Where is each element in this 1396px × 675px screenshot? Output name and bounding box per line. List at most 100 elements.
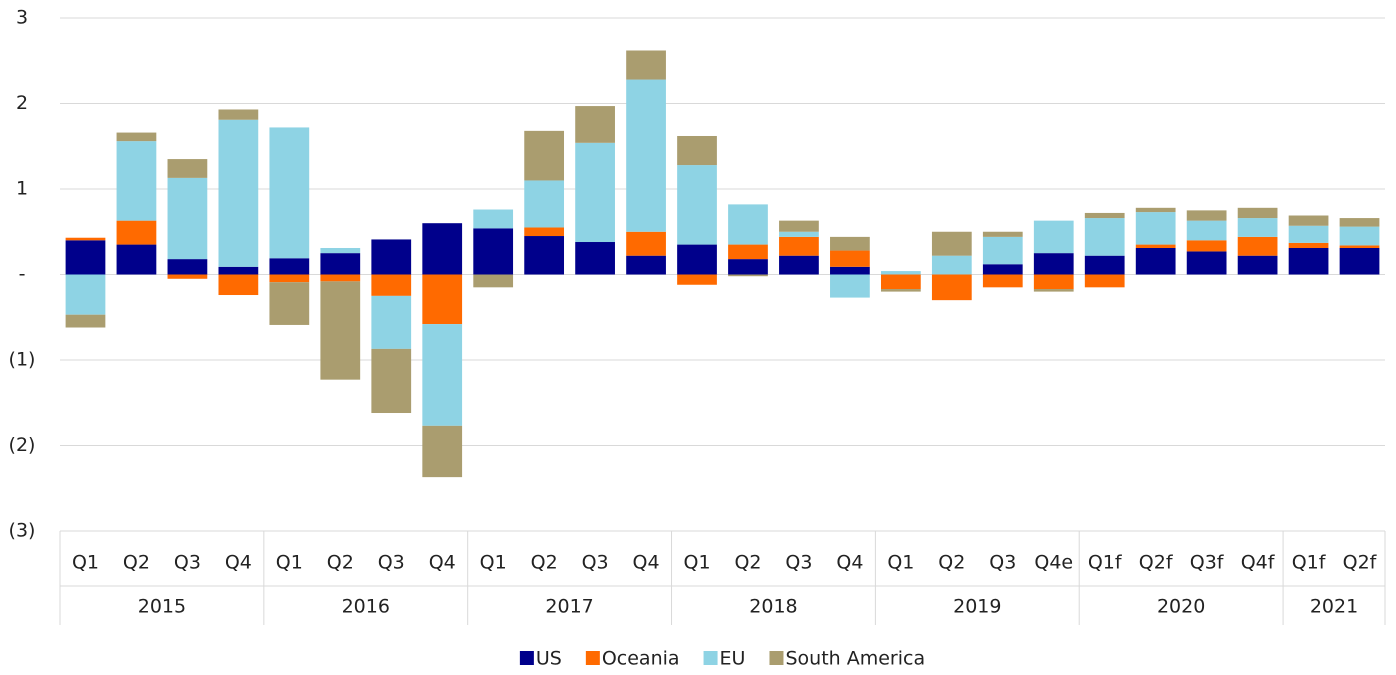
y-tick-label: 1: [16, 178, 28, 200]
x-tick-label: Q4: [429, 552, 456, 574]
y-tick-label: -: [19, 263, 26, 285]
x-tick-label: Q1: [683, 552, 710, 574]
bar: [473, 274, 514, 288]
group-label: 2015: [138, 596, 186, 618]
bar: [371, 295, 412, 349]
bar: [931, 231, 972, 256]
bar: [830, 274, 870, 298]
bar: [269, 274, 310, 283]
bar: [1084, 255, 1125, 275]
bar: [575, 106, 615, 143]
bar: [116, 220, 157, 245]
x-tick-label: Q3: [582, 552, 609, 574]
bar: [779, 231, 819, 237]
bar: [931, 255, 972, 275]
bar: [1339, 245, 1380, 248]
bar: [626, 50, 666, 80]
bar: [880, 271, 921, 275]
bar: [320, 281, 361, 380]
bar: [116, 132, 157, 142]
x-tick-label: Q2f: [1139, 552, 1174, 574]
bar: [728, 204, 768, 245]
bar: [269, 258, 310, 275]
y-tick-label: 2: [16, 92, 28, 114]
bar: [1288, 247, 1329, 275]
legend-swatch: [519, 651, 534, 665]
bar: [473, 228, 514, 275]
bar: [1288, 225, 1329, 243]
bar: [677, 165, 717, 245]
bar: [575, 242, 615, 275]
bar: [1135, 212, 1176, 245]
x-tick-label: Q4: [225, 552, 252, 574]
bar: [320, 247, 361, 254]
x-tick-label: Q2: [327, 552, 354, 574]
x-tick-label: Q3: [378, 552, 405, 574]
bar: [371, 274, 412, 296]
bar: [1186, 210, 1227, 221]
bar: [320, 274, 361, 282]
bar: [626, 79, 666, 232]
bar: [167, 259, 208, 275]
bar: [1084, 212, 1125, 219]
group-label: 2016: [342, 596, 390, 618]
bar: [1033, 274, 1074, 290]
bar: [982, 264, 1023, 275]
x-tick-label: Q3f: [1190, 552, 1225, 574]
bar: [422, 425, 463, 478]
bar: [320, 253, 361, 275]
bar: [65, 240, 106, 275]
bar: [422, 274, 463, 325]
bar: [473, 209, 514, 229]
bar: [116, 244, 157, 275]
x-tick-label: Q1: [480, 552, 507, 574]
legend-label: EU: [720, 648, 746, 670]
y-tick-label: (2): [9, 434, 36, 456]
legend-label: South America: [785, 648, 925, 670]
bar: [779, 255, 819, 275]
x-tick-label: Q4f: [1241, 552, 1276, 574]
bar: [830, 266, 870, 275]
x-tick-label: Q1f: [1292, 552, 1327, 574]
bar: [65, 314, 106, 328]
bar: [218, 119, 259, 267]
bar: [982, 274, 1023, 288]
x-tick-label: Q2: [531, 552, 558, 574]
bar: [524, 180, 565, 228]
bar: [1237, 236, 1278, 256]
bar: [269, 282, 310, 325]
bar: [728, 259, 768, 275]
bar: [982, 231, 1023, 237]
bar: [1135, 244, 1176, 248]
bar: [422, 223, 463, 275]
group-label: 2019: [953, 596, 1001, 618]
bar: [880, 274, 921, 290]
x-tick-label: Q1: [72, 552, 99, 574]
bar: [1186, 240, 1227, 252]
bar: [830, 250, 870, 267]
bar: [1186, 220, 1227, 241]
x-tick-label: Q1: [276, 552, 303, 574]
group-label: 2020: [1157, 596, 1205, 618]
bar: [65, 237, 106, 241]
bar: [1237, 255, 1278, 275]
bar: [677, 135, 717, 166]
bar: [1033, 253, 1074, 275]
x-tick-label: Q1f: [1088, 552, 1123, 574]
bar: [524, 236, 565, 275]
y-tick-label: (1): [9, 349, 36, 371]
bar: [167, 159, 208, 178]
bar: [218, 266, 259, 275]
y-tick-label: 3: [16, 7, 28, 29]
bar: [677, 244, 717, 275]
bar: [524, 130, 565, 181]
legend-swatch: [703, 651, 718, 665]
x-tick-label: Q2f: [1343, 552, 1378, 574]
legend-label: US: [536, 648, 562, 670]
bar: [1135, 207, 1176, 213]
bar: [728, 274, 768, 277]
x-tick-label: Q3: [785, 552, 812, 574]
bar: [524, 227, 565, 237]
bar: [371, 348, 412, 414]
bar: [422, 324, 463, 426]
